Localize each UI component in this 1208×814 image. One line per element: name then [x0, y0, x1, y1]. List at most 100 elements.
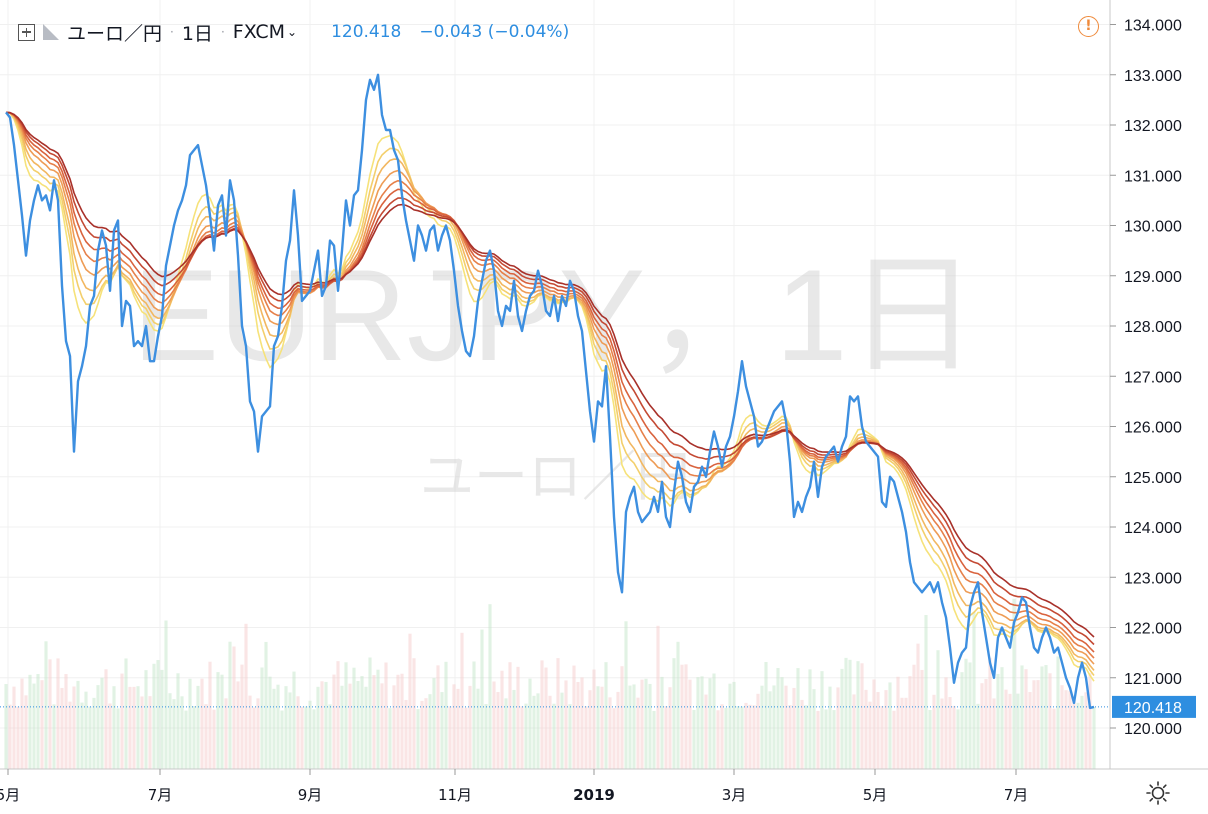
y-tick-label: 123.000	[1124, 570, 1182, 587]
price-line	[5, 73, 1095, 710]
volume-bar	[492, 681, 496, 769]
volume-bar	[744, 702, 748, 769]
volume-bar	[376, 669, 380, 769]
volume-bar	[696, 677, 700, 769]
gear-icon[interactable]	[1145, 780, 1171, 806]
volume-bar	[736, 706, 740, 769]
volume-bar	[380, 683, 384, 769]
chevron-down-icon[interactable]: ⌄	[287, 25, 298, 39]
volume-bar	[632, 684, 636, 769]
volume-bar	[552, 703, 556, 769]
volume-bar	[600, 686, 604, 769]
volume-bar	[576, 681, 580, 769]
volume-bar	[872, 679, 876, 769]
volume-bar	[4, 684, 8, 769]
volume-bar	[264, 641, 268, 769]
volume-bar	[212, 709, 216, 769]
volume-bar	[928, 710, 932, 769]
symbol-label[interactable]: ユーロ／円	[67, 22, 163, 45]
y-tick-label: 130.000	[1124, 219, 1182, 236]
volume-bar	[76, 680, 80, 769]
ma-line	[5, 111, 1095, 682]
x-tick-label: 7月	[148, 786, 173, 804]
volume-bar	[1076, 702, 1080, 769]
volume-bar	[300, 706, 304, 769]
volume-bar	[476, 688, 480, 769]
volume-bar	[396, 674, 400, 769]
volume-bar	[1044, 665, 1048, 769]
volume-bar	[296, 696, 300, 769]
volume-bar	[1016, 693, 1020, 769]
y-tick-label: 129.000	[1124, 269, 1182, 286]
volume-bar	[548, 695, 552, 769]
volume-bar	[940, 698, 944, 769]
volume-bar	[136, 686, 140, 769]
volume-bar	[956, 709, 960, 769]
volume-bar	[144, 670, 148, 769]
volume-bar	[752, 705, 756, 769]
volume-bar	[312, 709, 316, 769]
volume-bar	[304, 706, 308, 769]
volume-bar	[172, 699, 176, 769]
volume-bars	[4, 598, 1096, 769]
volume-bar	[896, 676, 900, 769]
volume-bar	[1052, 708, 1056, 769]
volume-bar	[1084, 692, 1088, 769]
volume-bar	[1008, 693, 1012, 769]
alert-icon[interactable]: !	[1078, 16, 1099, 37]
plus-box-icon[interactable]	[18, 23, 35, 41]
volume-bar	[856, 661, 860, 769]
volume-bar	[352, 667, 356, 769]
volume-bar	[32, 683, 36, 769]
volume-bar	[260, 667, 264, 769]
volume-bar	[792, 687, 796, 769]
volume-bar	[932, 694, 936, 769]
volume-bar	[608, 697, 612, 769]
volume-bar	[724, 707, 728, 769]
volume-bar	[656, 625, 660, 769]
volume-bar	[704, 694, 708, 769]
volume-bar	[716, 710, 720, 769]
volume-bar	[28, 674, 32, 769]
volume-bar	[48, 659, 52, 769]
volume-bar	[776, 668, 780, 769]
volume-bar	[796, 668, 800, 769]
volume-bar	[532, 695, 536, 769]
exchange-label[interactable]: FXCM	[232, 21, 285, 43]
volume-bar	[800, 699, 804, 769]
volume-bar	[500, 670, 504, 769]
interval-label[interactable]: 1日	[181, 22, 213, 45]
volume-bar	[536, 693, 540, 769]
ma-line	[5, 111, 1095, 646]
flag-icon[interactable]	[43, 24, 59, 40]
volume-bar	[184, 710, 188, 769]
volume-bar	[568, 704, 572, 769]
volume-bar	[440, 692, 444, 769]
volume-bar	[884, 690, 888, 769]
volume-bar	[100, 677, 104, 769]
y-tick-label: 128.000	[1124, 319, 1182, 336]
volume-bar	[996, 673, 1000, 769]
volume-bar	[804, 705, 808, 769]
volume-bar	[320, 681, 324, 769]
volume-bar	[88, 706, 92, 769]
volume-bar	[640, 679, 644, 769]
volume-bar	[524, 703, 528, 769]
volume-bar	[880, 705, 884, 769]
volume-bar	[332, 674, 336, 769]
volume-bar	[68, 701, 72, 769]
volume-bar	[760, 685, 764, 769]
volume-bar	[324, 681, 328, 769]
y-tick-label: 133.000	[1124, 68, 1182, 85]
volume-bar	[292, 671, 296, 769]
volume-bar	[1060, 685, 1064, 769]
volume-bar	[36, 674, 40, 769]
volume-bar	[912, 664, 916, 769]
volume-bar	[240, 664, 244, 769]
volume-bar	[916, 643, 920, 769]
volume-bar	[732, 681, 736, 769]
volume-bar	[472, 661, 476, 769]
volume-bar	[984, 678, 988, 769]
volume-bar	[60, 687, 64, 769]
